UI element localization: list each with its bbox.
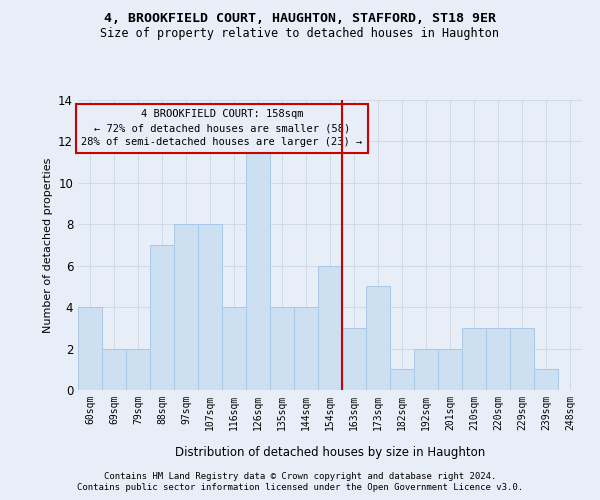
Bar — [78, 307, 102, 390]
Bar — [342, 328, 366, 390]
Bar — [390, 370, 414, 390]
Bar — [510, 328, 534, 390]
Text: Distribution of detached houses by size in Haughton: Distribution of detached houses by size … — [175, 446, 485, 459]
Bar — [294, 307, 318, 390]
Bar — [414, 348, 438, 390]
Bar — [150, 245, 174, 390]
Bar — [270, 307, 294, 390]
Y-axis label: Number of detached properties: Number of detached properties — [43, 158, 53, 332]
Bar — [318, 266, 342, 390]
Bar — [222, 307, 246, 390]
Bar — [198, 224, 222, 390]
Text: Contains HM Land Registry data © Crown copyright and database right 2024.: Contains HM Land Registry data © Crown c… — [104, 472, 496, 481]
Bar — [246, 142, 270, 390]
Text: Contains public sector information licensed under the Open Government Licence v3: Contains public sector information licen… — [77, 484, 523, 492]
Text: 4 BROOKFIELD COURT: 158sqm
← 72% of detached houses are smaller (58)
28% of semi: 4 BROOKFIELD COURT: 158sqm ← 72% of deta… — [82, 110, 362, 148]
Bar — [534, 370, 558, 390]
Bar — [462, 328, 486, 390]
Bar — [174, 224, 198, 390]
Bar — [438, 348, 462, 390]
Text: Size of property relative to detached houses in Haughton: Size of property relative to detached ho… — [101, 28, 499, 40]
Bar — [486, 328, 510, 390]
Bar — [102, 348, 126, 390]
Bar — [126, 348, 150, 390]
Bar — [366, 286, 390, 390]
Text: 4, BROOKFIELD COURT, HAUGHTON, STAFFORD, ST18 9ER: 4, BROOKFIELD COURT, HAUGHTON, STAFFORD,… — [104, 12, 496, 26]
